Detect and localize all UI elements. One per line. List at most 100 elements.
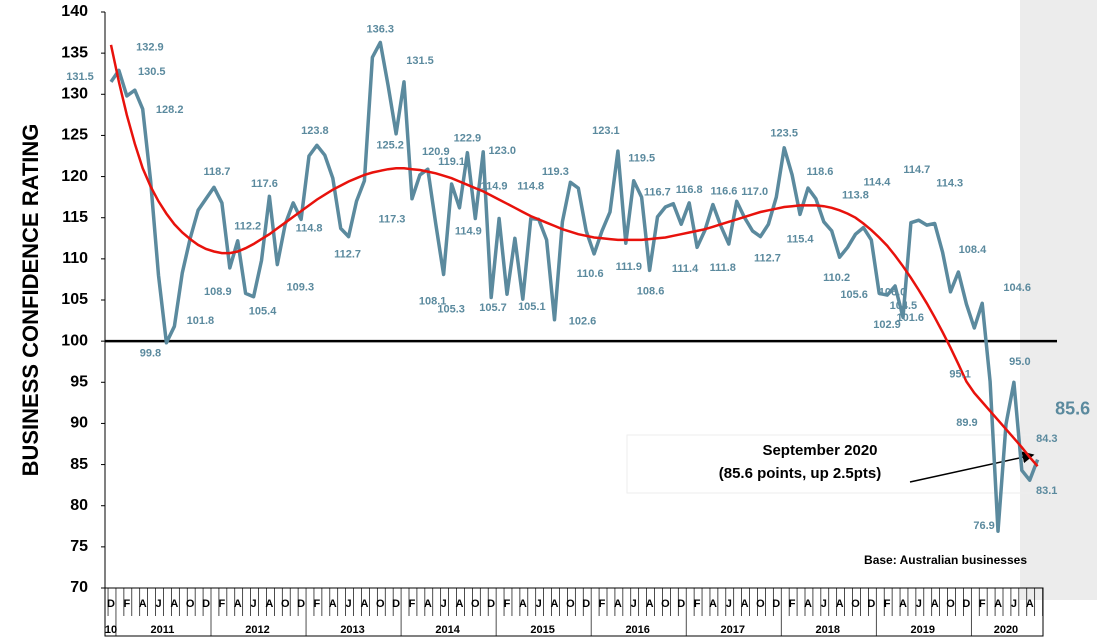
annotation-box bbox=[626, 434, 1040, 494]
y-tick-label: 125 bbox=[61, 127, 88, 144]
x-tick-label: A bbox=[551, 598, 559, 610]
x-tick-label: O bbox=[946, 598, 955, 610]
data-label: 99.8 bbox=[140, 348, 161, 360]
x-tick-label: F bbox=[409, 598, 416, 610]
data-label: 114.8 bbox=[296, 222, 323, 234]
y-tick-label: 75 bbox=[70, 538, 88, 555]
x-tick-label: D bbox=[297, 598, 305, 610]
y-tick-label: 105 bbox=[61, 291, 88, 308]
data-label: 128.2 bbox=[156, 104, 184, 116]
year-label: 2015 bbox=[530, 624, 554, 636]
data-label: 104.6 bbox=[1003, 282, 1031, 294]
y-tick-label: 110 bbox=[62, 250, 88, 267]
x-tick-label: D bbox=[962, 598, 970, 610]
x-tick-label: D bbox=[582, 598, 590, 610]
data-label: 102.9 bbox=[873, 319, 901, 331]
data-label: 131.5 bbox=[406, 55, 434, 67]
x-tick-label: A bbox=[709, 598, 717, 610]
y-tick-label: 95 bbox=[70, 374, 88, 391]
x-tick-label: O bbox=[661, 598, 670, 610]
note: Base: Australian businesses bbox=[864, 553, 1027, 567]
x-tick-label: D bbox=[867, 598, 875, 610]
data-label: 108.4 bbox=[959, 244, 987, 256]
x-tick-label: A bbox=[170, 598, 178, 610]
data-label: 101.6 bbox=[897, 312, 925, 324]
data-label: 130.5 bbox=[138, 66, 166, 78]
x-tick-label: J bbox=[441, 598, 447, 610]
data-label: 84.3 bbox=[1036, 433, 1057, 445]
x-tick-label: D bbox=[772, 598, 780, 610]
data-label: 119.5 bbox=[628, 153, 655, 165]
y-tick-label: 70 bbox=[70, 579, 88, 596]
data-label: 119.1 bbox=[438, 156, 465, 168]
data-label: 105.7 bbox=[479, 302, 507, 314]
x-tick-label: A bbox=[614, 598, 622, 610]
x-tick-label: O bbox=[186, 598, 195, 610]
data-label: 89.9 bbox=[956, 417, 977, 429]
data-label: 114.7 bbox=[903, 164, 930, 176]
data-label: 112.7 bbox=[754, 253, 781, 265]
y-tick-label: 135 bbox=[61, 44, 88, 61]
y-axis-title: BUSINESS CONFIDENCE RATING bbox=[18, 124, 43, 477]
x-tick-label: A bbox=[646, 598, 654, 610]
data-label: 110.6 bbox=[577, 268, 604, 280]
x-tick-label: O bbox=[281, 598, 290, 610]
year-label: 2018 bbox=[816, 624, 840, 636]
x-tick-label: A bbox=[519, 598, 527, 610]
x-tick-label: O bbox=[756, 598, 765, 610]
data-label: 119.3 bbox=[542, 166, 569, 178]
data-line bbox=[109, 40, 1040, 533]
data-label: 123.8 bbox=[301, 125, 329, 137]
data-label: 111.9 bbox=[616, 261, 642, 273]
x-tick-label: D bbox=[677, 598, 685, 610]
data-label: 109.3 bbox=[287, 282, 315, 294]
annotation: (85.6 points, up 2.5pts) bbox=[719, 465, 882, 482]
data-label: 116.6 bbox=[710, 185, 737, 197]
data-label: 95.0 bbox=[1009, 356, 1030, 368]
x-tick-label: J bbox=[250, 598, 256, 610]
data-label: 122.9 bbox=[454, 133, 482, 145]
data-label: 114.3 bbox=[936, 177, 963, 189]
x-tick-label: A bbox=[836, 598, 844, 610]
data-label: 113.8 bbox=[842, 189, 869, 201]
annotation-arrow bbox=[909, 451, 1035, 483]
x-tick-label: F bbox=[314, 598, 321, 610]
year-label: 2016 bbox=[625, 624, 649, 636]
x-tick-label: J bbox=[916, 598, 922, 610]
x-tick-label: F bbox=[694, 598, 701, 610]
data-label: 123.0 bbox=[488, 145, 516, 157]
x-tick-label: A bbox=[360, 598, 368, 610]
x-tick-label: A bbox=[424, 598, 432, 610]
data-label: 123.1 bbox=[592, 125, 620, 137]
x-tick-label: D bbox=[392, 598, 400, 610]
year-label: 2012 bbox=[245, 624, 269, 636]
x-tick-label: O bbox=[566, 598, 575, 610]
x-tick-label: A bbox=[329, 598, 337, 610]
year-label: 2013 bbox=[340, 624, 364, 636]
x-tick-label: F bbox=[219, 598, 226, 610]
x-tick-label: A bbox=[931, 598, 939, 610]
x-tick-label: J bbox=[726, 598, 732, 610]
data-label: 114.9 bbox=[481, 180, 508, 192]
data-label: 114.4 bbox=[863, 177, 891, 189]
data-label: 118.6 bbox=[806, 166, 833, 178]
data-label: 111.4 bbox=[672, 263, 699, 275]
data-label: 106.0 bbox=[879, 287, 907, 299]
data-label: 117.0 bbox=[741, 186, 768, 198]
data-label: 115.4 bbox=[787, 233, 815, 245]
data-label: 118.7 bbox=[203, 166, 230, 178]
data-label: 108.6 bbox=[637, 285, 665, 297]
data-label: 95.1 bbox=[949, 368, 970, 380]
year-label: 2019 bbox=[911, 624, 935, 636]
x-tick-label: J bbox=[821, 598, 827, 610]
data-label: 112.7 bbox=[334, 249, 361, 261]
x-tick-label: A bbox=[456, 598, 464, 610]
x-axis-strip bbox=[104, 587, 1044, 637]
x-tick-label: F bbox=[123, 598, 130, 610]
data-label: 132.9 bbox=[136, 41, 164, 53]
data-label: 136.3 bbox=[367, 23, 395, 35]
data-label: 112.2 bbox=[234, 221, 261, 233]
y-tick-label: 120 bbox=[61, 168, 88, 185]
y-tick-label: 140 bbox=[61, 3, 88, 20]
